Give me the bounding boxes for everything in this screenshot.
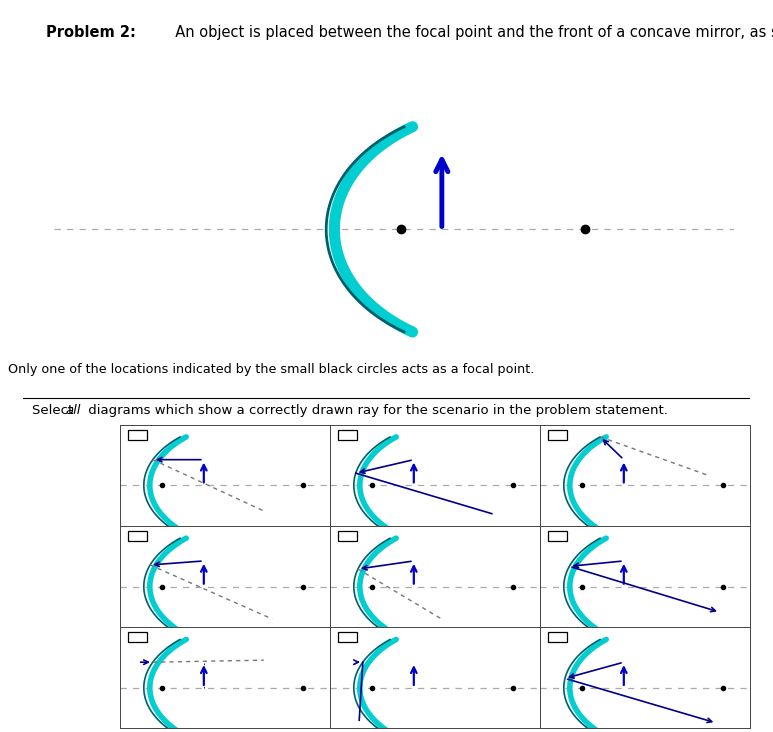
Text: An object is placed between the focal point and the front of a concave mirror, a: An object is placed between the focal po… (166, 26, 773, 40)
FancyBboxPatch shape (548, 430, 567, 440)
FancyBboxPatch shape (339, 632, 357, 642)
Text: Select: Select (32, 404, 78, 417)
Text: Problem 2:: Problem 2: (46, 26, 136, 40)
FancyBboxPatch shape (339, 531, 357, 541)
FancyBboxPatch shape (128, 531, 147, 541)
FancyBboxPatch shape (339, 430, 357, 440)
FancyBboxPatch shape (548, 632, 567, 642)
FancyBboxPatch shape (548, 531, 567, 541)
Text: all: all (66, 404, 81, 417)
Text: diagrams which show a correctly drawn ray for the scenario in the problem statem: diagrams which show a correctly drawn ra… (84, 404, 668, 417)
Text: Only one of the locations indicated by the small black circles acts as a focal p: Only one of the locations indicated by t… (8, 363, 534, 376)
FancyBboxPatch shape (128, 430, 147, 440)
FancyBboxPatch shape (128, 632, 147, 642)
